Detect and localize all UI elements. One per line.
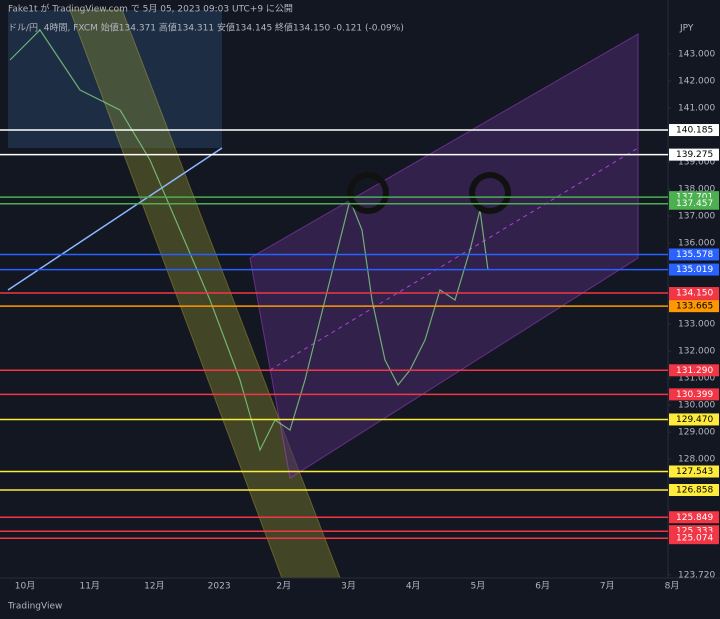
x-tick-label: 12月	[144, 581, 164, 592]
y-tick-label: 129.000	[678, 428, 715, 438]
level-label: 139.275	[676, 150, 713, 160]
y-tick-label: 143.000	[678, 50, 715, 60]
price-sketch	[9, 29, 489, 452]
level-tag	[669, 248, 719, 261]
x-tick-label: 7月	[600, 581, 615, 592]
y-tick-label: 141.000	[678, 104, 715, 114]
level-tag	[669, 364, 719, 377]
currency: JPY	[679, 24, 694, 34]
x-tick-label: 11月	[79, 581, 99, 592]
level-label: 134.150	[676, 289, 713, 299]
level-tag	[669, 148, 719, 161]
up-channel	[249, 33, 639, 479]
level-tag	[669, 532, 719, 545]
level-tag	[669, 300, 719, 313]
level-label: 131.290	[676, 366, 713, 376]
level-tag	[669, 287, 719, 300]
y-tick-label: 128.000	[678, 455, 715, 465]
level-label: 137.701	[676, 193, 713, 203]
level-label: 140.185	[676, 126, 713, 136]
level-tag	[669, 413, 719, 426]
level-tag	[669, 197, 719, 210]
level-label: 125.849	[676, 513, 713, 523]
legend: ドル/円, 4時間, FXCM 始値134.371 高値134.311 安値13…	[8, 22, 404, 34]
level-label: 125.074	[676, 534, 713, 544]
level-label: 133.665	[676, 302, 713, 312]
level-label: 127.543	[676, 467, 713, 477]
x-tick-label: 8月	[665, 581, 680, 592]
y-tick-label: 123.720	[678, 570, 715, 580]
trend-line	[7, 147, 223, 291]
level-tag	[669, 124, 719, 137]
level-label: 135.019	[676, 265, 713, 275]
level-tag	[669, 511, 719, 524]
y-tick-label: 133.000	[678, 320, 715, 330]
level-tag	[669, 388, 719, 401]
level-label: 126.858	[676, 486, 713, 496]
marker-circle	[469, 172, 511, 214]
y-tick-label: 132.000	[678, 347, 715, 357]
x-tick-label: 10月	[15, 581, 35, 592]
footer-logo: TradingView	[7, 602, 62, 612]
x-tick-label: 4月	[406, 581, 421, 592]
x-tick-label: 2月	[276, 581, 291, 592]
y-tick-label: 130.000	[678, 401, 715, 411]
level-label: 125.333	[676, 527, 713, 537]
level-tag	[669, 484, 719, 497]
level-label: 137.457	[676, 199, 713, 209]
header: Fake1t が TradingView.com で 5月 05, 2023 0…	[8, 3, 293, 15]
x-tick-label: 6月	[535, 581, 550, 592]
marker-circle	[347, 172, 389, 214]
level-tag	[669, 465, 719, 478]
level-label: 135.578	[676, 250, 713, 260]
y-tick-label: 137.000	[678, 212, 715, 222]
x-tick-label: 2023	[208, 582, 231, 592]
y-tick-label: 139.000	[678, 158, 715, 168]
y-tick-label: 142.000	[678, 77, 715, 87]
level-label: 130.399	[676, 390, 713, 400]
y-tick-label: 136.000	[678, 239, 715, 249]
level-label: 129.470	[676, 415, 713, 425]
zone-box	[8, 10, 222, 148]
y-tick-label: 138.000	[678, 185, 715, 195]
y-tick-label: 131.000	[678, 374, 715, 384]
x-tick-label: 3月	[341, 581, 356, 592]
level-tag	[669, 263, 719, 276]
x-tick-label: 5月	[471, 581, 486, 592]
